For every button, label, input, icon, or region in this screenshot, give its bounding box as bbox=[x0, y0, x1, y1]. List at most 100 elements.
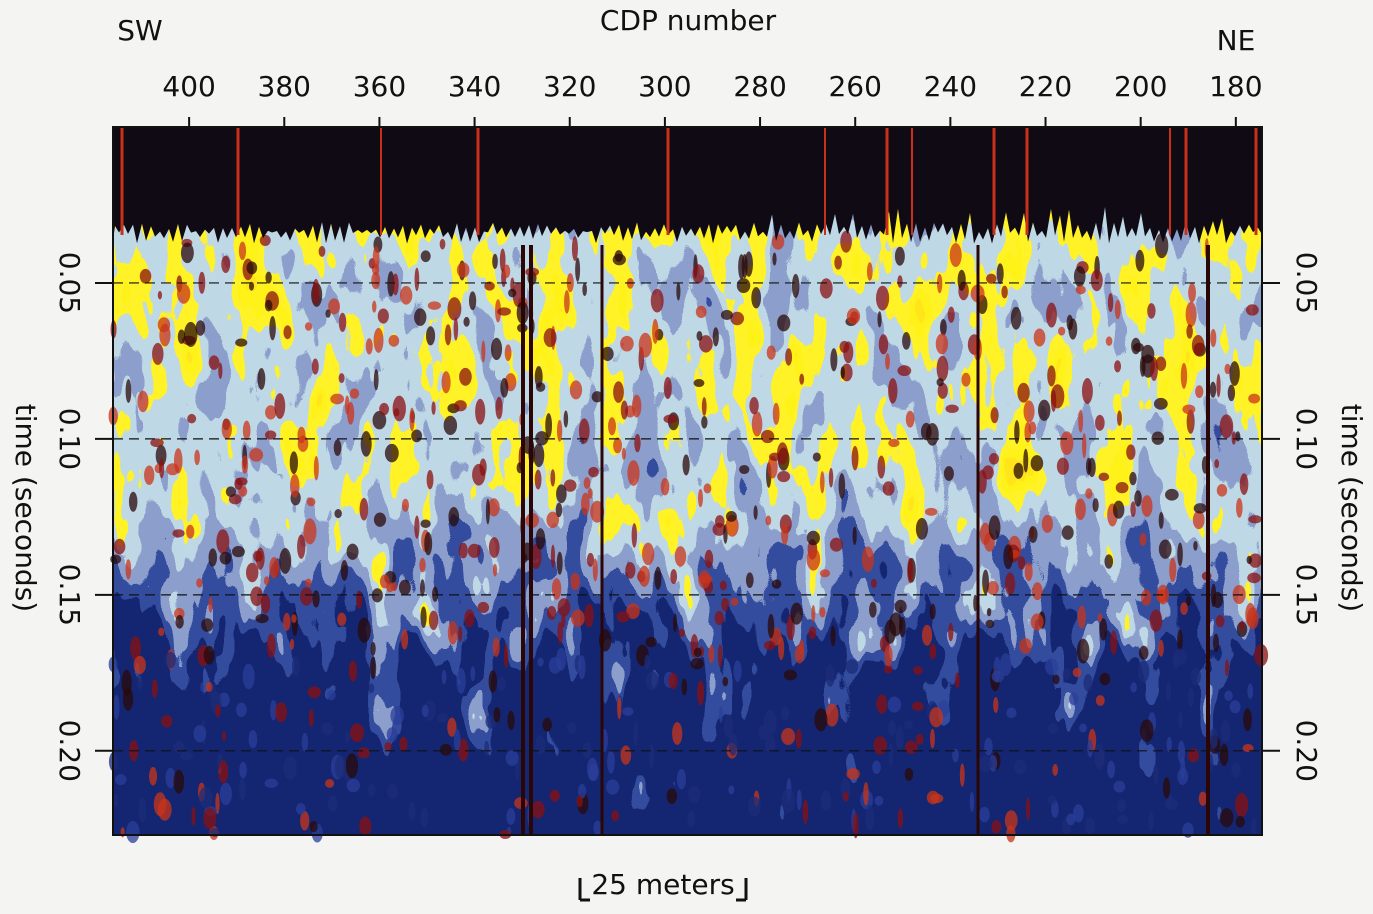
texture-blob bbox=[548, 656, 562, 674]
texture-blob bbox=[545, 413, 553, 438]
texture-blob bbox=[1107, 760, 1116, 779]
texture-blob bbox=[1038, 399, 1051, 421]
texture-blob bbox=[242, 663, 255, 690]
texture-blob bbox=[613, 381, 624, 403]
texture-blob bbox=[744, 251, 753, 277]
texture-blob bbox=[620, 745, 632, 765]
texture-blob bbox=[621, 447, 626, 460]
texture-blob bbox=[113, 538, 126, 555]
x-tick-label: 200 bbox=[1114, 70, 1167, 103]
texture-blob bbox=[569, 380, 583, 400]
texture-blob bbox=[1193, 503, 1207, 514]
texture-blob bbox=[996, 263, 1004, 285]
texture-blob bbox=[236, 702, 247, 718]
texture-blob bbox=[549, 789, 560, 802]
texture-blob bbox=[570, 609, 585, 627]
texture-blob bbox=[676, 282, 681, 301]
y-tick-label: 0.05 bbox=[53, 252, 86, 314]
texture-blob bbox=[865, 804, 875, 831]
texture-blob bbox=[338, 373, 345, 384]
texture-blob bbox=[301, 732, 309, 752]
texture-blob bbox=[290, 474, 300, 498]
texture-blob bbox=[563, 479, 577, 492]
y-tick-label: 0.15 bbox=[1290, 564, 1323, 626]
texture-blob bbox=[401, 629, 409, 650]
texture-blob bbox=[242, 420, 251, 441]
texture-blob bbox=[645, 671, 659, 691]
texture-blob bbox=[1083, 674, 1093, 692]
texture-blob bbox=[110, 554, 122, 564]
texture-blob bbox=[184, 321, 198, 347]
texture-blob bbox=[939, 319, 947, 336]
texture-blob bbox=[420, 606, 427, 629]
texture-blob bbox=[749, 397, 759, 415]
texture-blob bbox=[345, 731, 350, 744]
texture-blob bbox=[1130, 682, 1137, 693]
texture-blob bbox=[490, 337, 503, 361]
texture-blob bbox=[1061, 525, 1074, 540]
texture-blob bbox=[377, 308, 389, 324]
texture-blob bbox=[456, 667, 466, 694]
texture-blob bbox=[1028, 526, 1038, 543]
texture-blob bbox=[390, 706, 404, 725]
texture-blob bbox=[327, 795, 338, 812]
texture-blob bbox=[1075, 498, 1086, 521]
texture-blob bbox=[1212, 633, 1219, 653]
texture-blob bbox=[499, 248, 506, 273]
texture-blob bbox=[884, 645, 893, 667]
texture-blob bbox=[125, 559, 132, 580]
texture-blob bbox=[1246, 555, 1252, 565]
texture-blob bbox=[470, 666, 476, 682]
texture-blob bbox=[570, 572, 581, 591]
texture-blob bbox=[790, 602, 803, 625]
texture-blob bbox=[608, 417, 616, 436]
texture-blob bbox=[929, 707, 944, 728]
texture-blob bbox=[1149, 609, 1163, 632]
texture-blob bbox=[676, 768, 686, 790]
texture-blob bbox=[218, 760, 229, 784]
texture-blob bbox=[1030, 455, 1044, 472]
texture-blob bbox=[985, 619, 995, 629]
texture-blob bbox=[551, 578, 562, 600]
texture-blob bbox=[179, 751, 194, 761]
texture-blob bbox=[882, 481, 895, 496]
texture-blob bbox=[588, 466, 599, 478]
texture-blob bbox=[861, 546, 875, 572]
texture-blob bbox=[688, 785, 701, 804]
texture-blob bbox=[1150, 357, 1158, 382]
texture-blob bbox=[977, 469, 987, 494]
texture-blob bbox=[1158, 639, 1164, 657]
texture-blob bbox=[571, 236, 578, 261]
texture-blob bbox=[291, 656, 300, 677]
texture-blob bbox=[200, 682, 205, 692]
texture-blob bbox=[424, 531, 433, 556]
texture-blob bbox=[512, 282, 524, 308]
texture-blob bbox=[334, 755, 346, 779]
texture-blob bbox=[264, 778, 278, 788]
texture-blob bbox=[672, 722, 683, 745]
texture-blob bbox=[819, 569, 831, 578]
texture-blob bbox=[300, 587, 313, 606]
texture-blob bbox=[907, 557, 914, 584]
texture-blob bbox=[542, 717, 552, 732]
texture-blob bbox=[1236, 497, 1243, 518]
texture-blob bbox=[1068, 318, 1078, 340]
texture-blob bbox=[1243, 708, 1252, 732]
texture-blob bbox=[453, 317, 459, 341]
texture-blob bbox=[578, 418, 590, 444]
texture-blob bbox=[616, 611, 630, 623]
texture-blob bbox=[1028, 421, 1037, 435]
texture-blob bbox=[414, 267, 420, 292]
texture-blob bbox=[151, 679, 158, 699]
texture-blob bbox=[722, 676, 729, 687]
texture-blob bbox=[634, 434, 641, 453]
texture-blob bbox=[401, 498, 409, 512]
texture-blob bbox=[825, 664, 835, 687]
texture-blob bbox=[1033, 328, 1046, 347]
texture-blob bbox=[546, 511, 560, 529]
texture-blob bbox=[264, 299, 273, 312]
texture-blob bbox=[695, 305, 707, 318]
texture-blob bbox=[783, 669, 798, 681]
texture-blob bbox=[196, 578, 203, 588]
texture-blob bbox=[947, 306, 955, 323]
